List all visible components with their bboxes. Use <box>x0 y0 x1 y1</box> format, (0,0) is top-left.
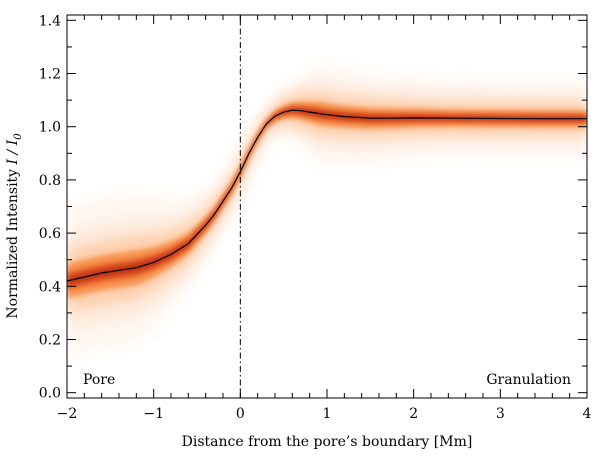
y-tick-label: 0.8 <box>39 173 61 189</box>
x-tick-label: −1 <box>143 406 164 422</box>
x-tick-labels: −2 −1 0 1 2 3 4 <box>57 406 592 422</box>
x-tick-label: 0 <box>236 406 245 422</box>
annotation-pore: Pore <box>83 372 115 388</box>
x-tick-label: 2 <box>409 406 418 422</box>
density-band-peak <box>67 108 587 285</box>
y-tick-label: 0.0 <box>39 386 61 402</box>
series-line-mean-profile <box>67 109 587 282</box>
y-tick-label: 0.4 <box>39 279 61 295</box>
annotation-granulation: Granulation <box>486 372 571 388</box>
density-cloud <box>67 62 587 358</box>
y-tick-label: 1.0 <box>39 120 61 136</box>
y-tick-label: 0.2 <box>39 332 61 348</box>
y-tick-labels: 0.0 0.2 0.4 0.6 0.8 1.0 1.2 1.4 <box>39 13 61 401</box>
x-axis-label: Distance from the pore’s boundary [Mm] <box>182 434 473 450</box>
density-band-wide <box>67 79 587 333</box>
x-tick-label: −2 <box>57 406 78 422</box>
y-axis-label-symbol: I / I <box>5 139 21 165</box>
y-axis-label: Normalized Intensity I / I0 <box>5 133 24 319</box>
x-tick-label: 3 <box>496 406 505 422</box>
x-tick-label: 4 <box>583 406 592 422</box>
y-axis-label-prefix: Normalized Intensity <box>5 164 21 318</box>
y-tick-label: 1.4 <box>39 13 61 29</box>
y-tick-label: 0.6 <box>39 226 61 242</box>
axis-ticks <box>66 15 588 398</box>
y-tick-label: 1.2 <box>39 67 61 83</box>
x-tick-label: 1 <box>323 406 332 422</box>
y-axis-label-subscript: 0 <box>13 133 24 140</box>
